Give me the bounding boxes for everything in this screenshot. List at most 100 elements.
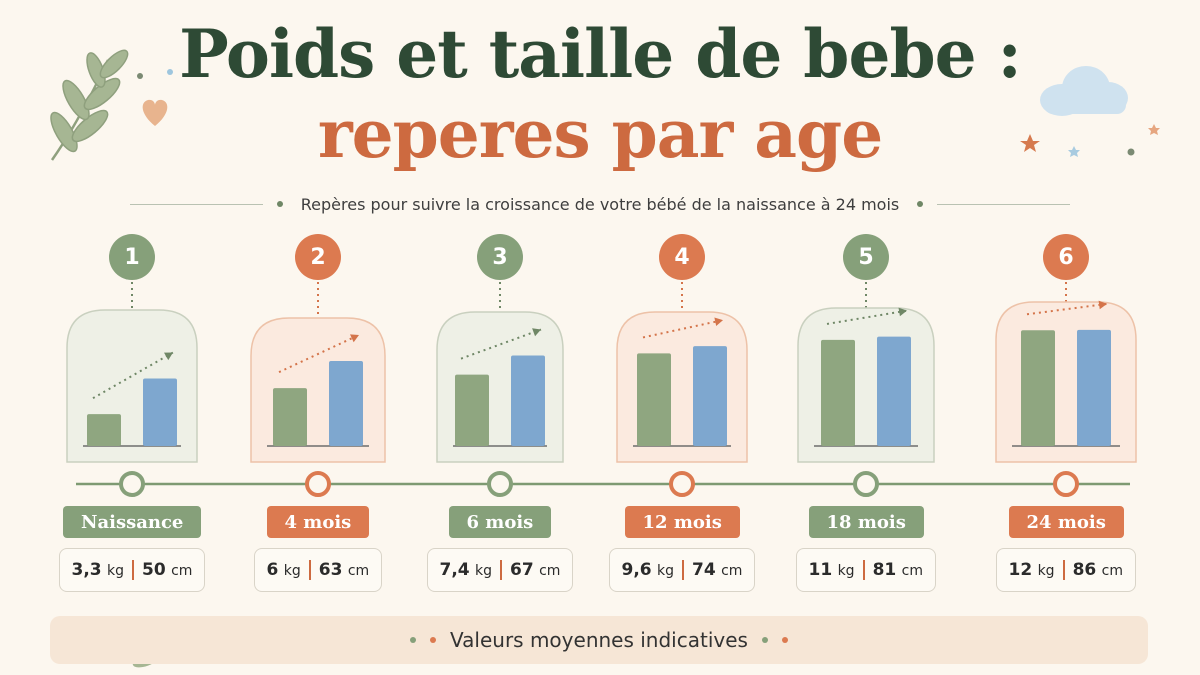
height-value: 86 cm: [1073, 560, 1123, 580]
weight-value: 6 kg: [267, 560, 301, 580]
value-separator: [1062, 560, 1065, 580]
footer-banner: Valeurs moyennes indicatives: [50, 616, 1148, 664]
footer-dot: [430, 637, 437, 643]
step-number: 2: [295, 234, 341, 280]
bar-height: [693, 346, 727, 446]
age-badge: 4 mois: [266, 506, 370, 538]
weight-unit: kg: [837, 563, 855, 579]
weight-number: 7,4: [439, 560, 470, 580]
step-number: 5: [843, 234, 889, 280]
divider: [937, 203, 1071, 205]
bar-weight: [637, 353, 671, 446]
arrow-head-icon: [1098, 300, 1107, 310]
value-separator: [862, 560, 865, 580]
weight-unit: kg: [283, 563, 301, 579]
trend-arrow: [642, 319, 724, 339]
age-badge: Naissance: [63, 506, 202, 538]
weight-number: 9,6: [621, 560, 652, 580]
bar-weight: [273, 388, 307, 446]
trend-arrow: [278, 334, 360, 374]
footer-dot: [781, 637, 788, 643]
cloud-icon: [1040, 66, 1128, 116]
height-unit: cm: [171, 563, 193, 579]
weight-number: 12: [1008, 560, 1033, 580]
value-separator: [682, 560, 685, 580]
star-icon: [1068, 146, 1080, 157]
arrow-head-icon: [898, 307, 907, 317]
bar-height: [511, 355, 545, 446]
bar-height: [143, 378, 177, 446]
bar-weight: [1021, 330, 1055, 446]
measurement-box: 11 kg 81 cm: [795, 548, 936, 592]
step-number: 4: [659, 234, 705, 280]
arrow-head-icon: [532, 328, 541, 337]
value-separator: [308, 560, 311, 580]
footer-dot: [410, 637, 417, 643]
height-number: 50: [142, 560, 166, 580]
height-value: 81 cm: [873, 560, 923, 580]
bar-height: [1077, 329, 1111, 446]
timeline-marker: [487, 471, 513, 497]
bar-height: [329, 360, 363, 446]
timeline-marker: [305, 471, 331, 497]
timeline-marker: [119, 471, 145, 497]
weight-number: 6: [266, 560, 279, 580]
height-number: 67: [510, 560, 534, 580]
height-number: 63: [318, 560, 343, 580]
measurement-box: 3,3 kg 50 cm: [58, 548, 206, 592]
title-line-1: Poids et taille de bebe :: [179, 15, 1022, 93]
milestone-chart: [66, 282, 198, 497]
milestone-chart: [436, 282, 564, 497]
height-unit: cm: [539, 563, 561, 579]
height-value: 67 cm: [510, 560, 560, 580]
height-unit: cm: [1101, 563, 1123, 579]
milestone-chart: [797, 282, 935, 497]
leaf-branch-icon: [50, 49, 129, 161]
bar-weight: [821, 339, 855, 446]
subtitle-row: Repères pour suivre la croissance de vot…: [130, 192, 1071, 216]
arrow-head-icon: [350, 334, 359, 343]
weight-unit: kg: [107, 563, 125, 579]
divider-dot: [276, 201, 283, 207]
chart-frame: [616, 311, 748, 463]
trend-arrow: [1026, 302, 1108, 316]
age-badge: 6 mois: [448, 506, 552, 538]
footer-note: Valeurs moyennes indicatives: [450, 628, 748, 652]
weight-number: 3,3: [71, 560, 102, 580]
height-value: 74 cm: [692, 560, 742, 580]
weight-unit: kg: [475, 563, 493, 579]
milestone-chart: [616, 282, 748, 497]
timeline-marker: [1053, 471, 1079, 497]
age-badge: 18 mois: [808, 506, 924, 538]
weight-number: 11: [808, 560, 833, 580]
star-icon: [1020, 134, 1040, 152]
height-unit: cm: [347, 563, 370, 579]
measurement-box: 12 kg 86 cm: [995, 548, 1136, 592]
height-number: 81: [872, 560, 897, 580]
weight-value: 3,3 kg: [72, 560, 125, 580]
measurement-box: 6 kg 63 cm: [253, 548, 383, 592]
milestone-chart: [995, 282, 1137, 497]
height-unit: cm: [901, 563, 923, 579]
height-unit: cm: [721, 563, 743, 579]
timeline-marker: [853, 471, 879, 497]
height-value: 50 cm: [142, 560, 192, 580]
trend-arrow: [460, 328, 542, 360]
footer-dot: [761, 637, 768, 643]
timeline-marker: [669, 471, 695, 497]
chart-frame: [797, 307, 935, 463]
weight-unit: kg: [1037, 563, 1055, 579]
chart-frame: [995, 301, 1137, 463]
title-line-2: reperes par age: [317, 95, 883, 173]
star-icon: [1148, 124, 1160, 135]
chart-frame: [66, 309, 198, 463]
age-badge: 12 mois: [624, 506, 740, 538]
measurement-box: 7,4 kg 67 cm: [426, 548, 574, 592]
height-value: 63 cm: [319, 560, 369, 580]
divider-dot: [917, 201, 924, 207]
divider: [130, 203, 263, 205]
step-number: 1: [109, 234, 155, 280]
arrow-head-icon: [164, 352, 173, 361]
weight-value: 9,6 kg: [622, 560, 675, 580]
